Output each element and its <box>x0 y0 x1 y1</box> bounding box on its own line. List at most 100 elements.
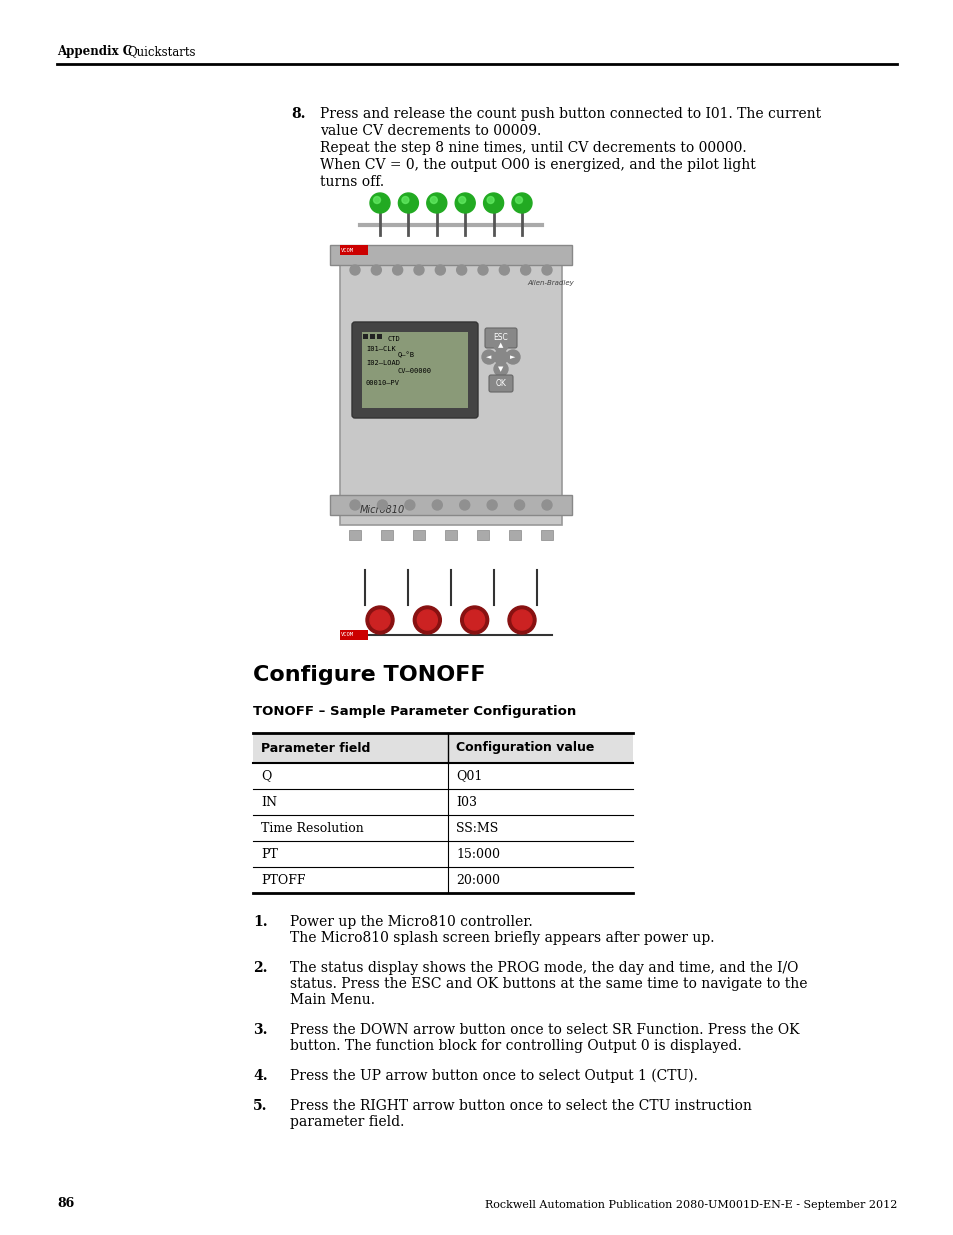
Circle shape <box>459 500 469 510</box>
Text: Press the DOWN arrow button once to select SR Function. Press the OK: Press the DOWN arrow button once to sele… <box>290 1023 799 1037</box>
Text: SS:MS: SS:MS <box>456 821 497 835</box>
Circle shape <box>435 266 445 275</box>
Circle shape <box>371 266 381 275</box>
Text: I01—CLK: I01—CLK <box>366 346 395 352</box>
Bar <box>444 530 456 540</box>
Text: Q: Q <box>261 769 271 783</box>
FancyBboxPatch shape <box>484 329 517 348</box>
Text: turns off.: turns off. <box>319 175 384 189</box>
FancyBboxPatch shape <box>489 375 513 391</box>
Circle shape <box>458 196 465 204</box>
Circle shape <box>483 193 503 212</box>
Text: OK: OK <box>495 378 506 388</box>
Circle shape <box>515 196 522 204</box>
Bar <box>339 630 368 640</box>
Circle shape <box>487 196 494 204</box>
Circle shape <box>460 606 488 634</box>
Circle shape <box>414 266 423 275</box>
Bar <box>509 530 520 540</box>
Bar <box>380 530 393 540</box>
Text: Main Menu.: Main Menu. <box>290 993 375 1007</box>
Text: The Micro810 splash screen briefly appears after power up.: The Micro810 splash screen briefly appea… <box>290 931 714 945</box>
Circle shape <box>416 610 436 630</box>
Bar <box>330 245 572 266</box>
Circle shape <box>377 500 387 510</box>
Text: Allen-Bradley: Allen-Bradley <box>526 280 573 287</box>
Text: status. Press the ESC and OK buttons at the same time to navigate to the: status. Press the ESC and OK buttons at … <box>290 977 806 990</box>
Text: Q—°B: Q—°B <box>397 352 415 358</box>
Text: CV—00000: CV—00000 <box>397 368 432 374</box>
Text: Rockwell Automation Publication 2080-UM001D-EN-E - September 2012: Rockwell Automation Publication 2080-UM0… <box>484 1200 896 1210</box>
Text: Configure TONOFF: Configure TONOFF <box>253 664 485 685</box>
Text: Press the RIGHT arrow button once to select the CTU instruction: Press the RIGHT arrow button once to sel… <box>290 1099 751 1113</box>
Text: 4.: 4. <box>253 1070 268 1083</box>
Circle shape <box>507 606 536 634</box>
Bar <box>376 333 381 338</box>
Text: ▲: ▲ <box>497 342 503 348</box>
Circle shape <box>370 193 390 212</box>
Text: ESC: ESC <box>493 333 508 342</box>
Circle shape <box>541 500 552 510</box>
Text: 20:000: 20:000 <box>456 873 499 887</box>
Text: CTD: CTD <box>388 336 400 342</box>
Text: Time Resolution: Time Resolution <box>261 821 363 835</box>
Text: parameter field.: parameter field. <box>290 1115 404 1129</box>
Bar <box>370 333 375 338</box>
Text: VCOM: VCOM <box>340 632 354 637</box>
Circle shape <box>413 606 441 634</box>
Text: Parameter field: Parameter field <box>261 741 370 755</box>
Circle shape <box>520 266 530 275</box>
Circle shape <box>366 606 394 634</box>
Text: Configuration value: Configuration value <box>456 741 594 755</box>
Bar <box>476 530 489 540</box>
Circle shape <box>477 266 488 275</box>
Text: ►: ► <box>510 354 516 359</box>
Text: PT: PT <box>261 847 277 861</box>
Bar <box>349 530 360 540</box>
Text: PTOFF: PTOFF <box>261 873 305 887</box>
Text: IN: IN <box>261 795 276 809</box>
Text: I03: I03 <box>456 795 476 809</box>
Text: value CV decrements to 00009.: value CV decrements to 00009. <box>319 124 540 138</box>
Text: ▼: ▼ <box>497 366 503 372</box>
Text: 3.: 3. <box>253 1023 267 1037</box>
Bar <box>363 333 368 338</box>
Circle shape <box>498 266 509 275</box>
Text: 86: 86 <box>57 1197 74 1210</box>
Circle shape <box>494 362 507 375</box>
Circle shape <box>430 196 436 204</box>
Text: ◄: ◄ <box>486 354 491 359</box>
Bar <box>330 495 572 515</box>
Circle shape <box>401 196 409 204</box>
Circle shape <box>512 610 532 630</box>
Circle shape <box>370 610 390 630</box>
Text: 15:000: 15:000 <box>456 847 499 861</box>
Bar <box>339 245 368 254</box>
Text: Q01: Q01 <box>456 769 482 783</box>
Circle shape <box>481 350 496 364</box>
Text: Press the UP arrow button once to select Output 1 (CTU).: Press the UP arrow button once to select… <box>290 1070 698 1083</box>
Text: 2.: 2. <box>253 961 267 974</box>
Circle shape <box>456 266 466 275</box>
Circle shape <box>398 193 418 212</box>
Circle shape <box>541 266 552 275</box>
Circle shape <box>512 193 532 212</box>
Circle shape <box>487 500 497 510</box>
Text: 8.: 8. <box>291 107 305 121</box>
Circle shape <box>464 610 484 630</box>
Bar <box>540 530 553 540</box>
Circle shape <box>350 266 359 275</box>
Text: I02—LOAD: I02—LOAD <box>366 359 399 366</box>
Bar <box>361 332 468 408</box>
Circle shape <box>393 266 402 275</box>
Text: The status display shows the PROG mode, the day and time, and the I/O: The status display shows the PROG mode, … <box>290 961 798 974</box>
Text: 00010—PV: 00010—PV <box>366 380 399 387</box>
Circle shape <box>514 500 524 510</box>
Text: When CV = 0, the output O00 is energized, and the pilot light: When CV = 0, the output O00 is energized… <box>319 158 755 172</box>
Circle shape <box>432 500 442 510</box>
Circle shape <box>404 500 415 510</box>
Circle shape <box>494 338 507 352</box>
Circle shape <box>426 193 446 212</box>
Text: Appendix C: Appendix C <box>57 44 132 58</box>
Circle shape <box>494 350 507 364</box>
